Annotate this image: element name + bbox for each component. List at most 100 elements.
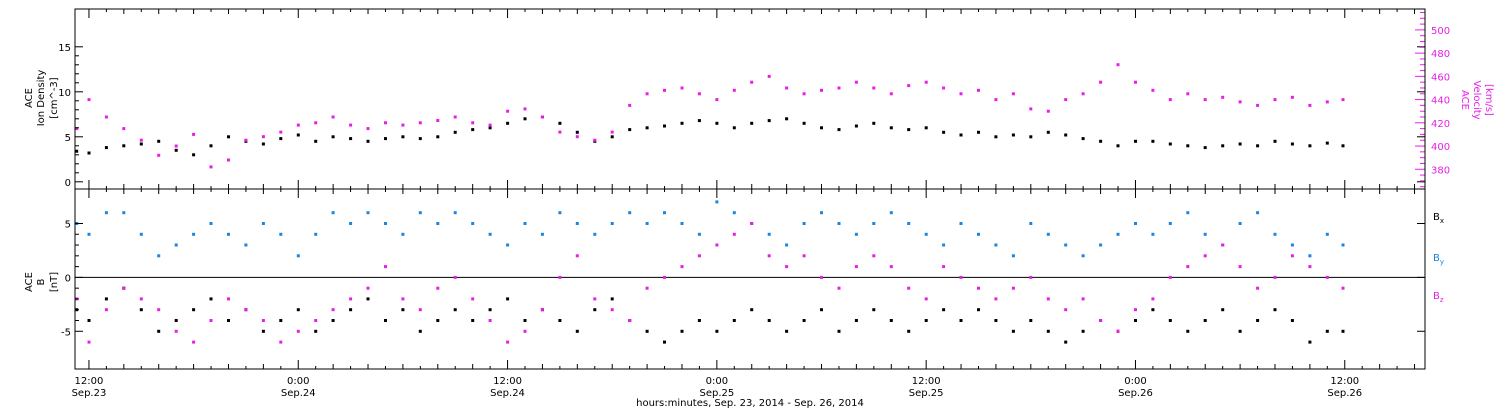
bx-point: [1186, 329, 1190, 333]
velocity-point: [506, 109, 510, 113]
ion-density-point: [732, 126, 736, 130]
by-point: [401, 232, 405, 236]
bx-point: [1290, 319, 1294, 322]
density-tick-label: 10: [58, 88, 71, 99]
bz-point: [1029, 275, 1033, 279]
by-point: [802, 222, 806, 225]
bx-point: [1064, 340, 1068, 344]
bz-point: [558, 275, 562, 279]
velocity-point: [279, 130, 283, 134]
bz-point: [837, 286, 841, 290]
date-tick-label: Sep.26: [1327, 388, 1362, 399]
field-axis-label-line2: B: [36, 278, 47, 285]
bx-point: [750, 308, 754, 312]
bx-point: [261, 329, 265, 333]
ion-density-point: [628, 128, 632, 132]
bz-point: [750, 222, 754, 225]
bx-point: [820, 308, 823, 312]
bz-point: [227, 297, 230, 301]
bx-point: [453, 308, 457, 312]
ion-density-point: [122, 144, 126, 148]
bx-point: [192, 308, 196, 312]
bz-point: [1116, 329, 1120, 333]
bx-point: [1046, 329, 1050, 333]
by-point: [349, 222, 353, 225]
by-point: [1325, 232, 1329, 236]
by-point: [558, 211, 562, 215]
bz-point: [732, 232, 736, 236]
velocity-point: [453, 115, 457, 119]
bx-point: [87, 319, 91, 322]
ion-density-point: [1273, 139, 1277, 143]
bx-point: [1273, 308, 1277, 312]
velocity-point: [75, 127, 79, 131]
by-point: [820, 211, 823, 215]
bz-point: [1221, 243, 1225, 247]
bz-point: [384, 265, 387, 269]
ion-density-point: [802, 121, 806, 125]
by-point: [1134, 222, 1137, 225]
by-point: [1116, 232, 1120, 236]
velocity-point: [227, 158, 230, 162]
ion-density-point: [854, 124, 858, 128]
ion-density-point: [977, 130, 980, 134]
bz-point: [488, 319, 492, 322]
by-point: [889, 211, 893, 215]
ion-density-point: [174, 148, 178, 152]
velocity-axis-label-line3: [km/s]: [1483, 84, 1494, 116]
bz-point: [1290, 254, 1294, 258]
ion-density-point: [575, 130, 579, 134]
bz-point: [87, 340, 91, 344]
by-point: [575, 222, 579, 225]
bz-point: [314, 319, 318, 322]
ion-density-point: [889, 126, 893, 130]
time-tick-label: 12:00: [1330, 376, 1359, 387]
bz-point: [279, 340, 283, 344]
bz-point: [802, 254, 806, 258]
by-point: [1186, 211, 1190, 215]
by-point: [1046, 232, 1050, 236]
ion-density-point: [663, 124, 666, 128]
bz-point: [959, 275, 963, 279]
by-point: [506, 243, 510, 247]
by-point: [715, 200, 719, 204]
velocity-point: [663, 88, 666, 92]
density-axis-title: ACE Ion Density [cm^-3]: [24, 70, 60, 127]
bx-point: [1341, 329, 1345, 333]
ion-density-point: [384, 137, 387, 141]
velocity-tick-label: 420: [1431, 119, 1450, 130]
legend-label-bz: Bz: [1433, 291, 1444, 304]
by-point: [87, 232, 91, 236]
bz-point: [122, 286, 126, 290]
by-point: [959, 222, 963, 225]
ion-density-point: [488, 126, 492, 130]
by-point: [628, 211, 632, 215]
ion-density-point: [523, 117, 527, 121]
density-axis-ticks: 0 5 10 15: [58, 43, 1425, 189]
ion-density-point: [453, 130, 457, 134]
by-point: [977, 232, 980, 236]
bx-point: [732, 319, 736, 322]
bx-point: [645, 329, 649, 333]
velocity-point: [488, 123, 492, 127]
bx-point: [227, 319, 230, 322]
velocity-point: [628, 103, 632, 107]
ion-density-point: [279, 137, 283, 141]
bx-point: [994, 319, 998, 322]
bz-point: [1064, 308, 1068, 312]
bx-point: [436, 319, 440, 322]
velocity-point: [732, 88, 736, 92]
ion-density-point: [820, 126, 823, 130]
by-point: [244, 243, 248, 247]
by-point: [279, 232, 283, 236]
velocity-points: [75, 63, 1345, 169]
velocity-point: [889, 92, 893, 96]
ion-density-point: [331, 135, 335, 139]
bz-point: [104, 308, 108, 312]
ion-density-point: [1341, 144, 1345, 148]
bz-point: [697, 254, 701, 258]
bz-point: [1081, 297, 1085, 301]
field-axis-ticks: -5 0 5: [61, 219, 1425, 338]
bx-point: [942, 308, 946, 312]
by-point: [767, 232, 771, 236]
